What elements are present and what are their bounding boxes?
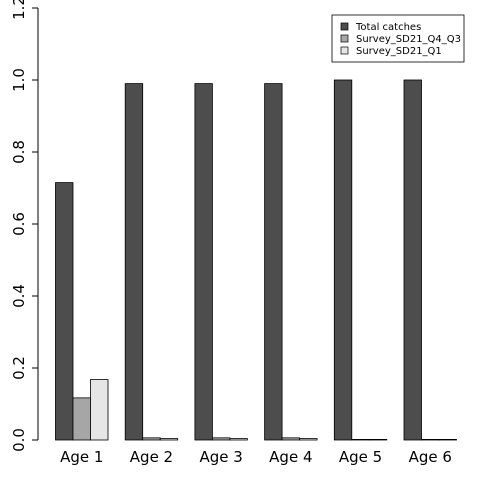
x-tick-label: Age 2	[130, 448, 173, 466]
legend-swatch	[340, 34, 349, 43]
bar-age-4-series-2	[281, 437, 301, 441]
legend: Total catchesSurvey_SD21_Q4_Q3Survey_SD2…	[331, 14, 465, 63]
bar-age-6-series-1	[403, 79, 422, 441]
legend-box	[331, 14, 465, 63]
legend-label: Survey_SD21_Q1	[356, 46, 442, 57]
x-tick-label: Age 3	[199, 448, 242, 466]
legend-label: Total catches	[355, 22, 421, 33]
y-tick-label: 1.2	[10, 0, 28, 20]
x-axis-labels: Age 1 Age 2 Age 3 Age 4 Age 5 Age 6	[60, 448, 452, 466]
bar-age-2-series-3	[159, 438, 179, 441]
bar-age-3-series-2	[211, 437, 231, 441]
legend-swatch	[340, 22, 349, 31]
legend-label: Survey_SD21_Q4_Q3	[356, 34, 461, 45]
legend-swatch	[340, 46, 349, 55]
y-tick-label: 0.0	[10, 428, 28, 452]
x-tick-label: Age 5	[339, 448, 382, 466]
y-tick-label: 0.2	[10, 356, 28, 380]
y-axis: 0.0 0.2 0.4 0.6 0.8 1.0 1.2	[10, 0, 39, 452]
bar-age-1-series-3	[90, 379, 109, 441]
y-tick-label: 0.6	[10, 212, 28, 236]
bar-age-5-series-3	[368, 438, 388, 441]
bar-age-4-series-3	[299, 438, 318, 441]
bar-age-6-series-2	[421, 438, 440, 441]
y-tick-label: 0.4	[10, 284, 28, 308]
bars	[55, 79, 457, 441]
x-tick-label: Age 1	[60, 448, 103, 466]
bar-age-5-series-1	[333, 79, 353, 441]
x-tick-label: Age 4	[269, 448, 312, 466]
bar-age-5-series-2	[351, 438, 370, 441]
y-tick-label: 0.8	[10, 140, 28, 164]
bar-age-3-series-3	[229, 438, 248, 441]
y-tick-label: 1.0	[10, 68, 28, 92]
x-tick-label: Age 6	[409, 448, 452, 466]
bar-age-4-series-1	[264, 83, 283, 441]
bar-age-3-series-1	[194, 83, 213, 441]
bar-age-2-series-1	[124, 83, 144, 441]
bar-age-1-series-2	[72, 397, 91, 441]
bar-age-2-series-2	[142, 437, 161, 441]
bar-age-6-series-3	[438, 438, 457, 441]
bar-age-1-series-1	[55, 182, 74, 441]
